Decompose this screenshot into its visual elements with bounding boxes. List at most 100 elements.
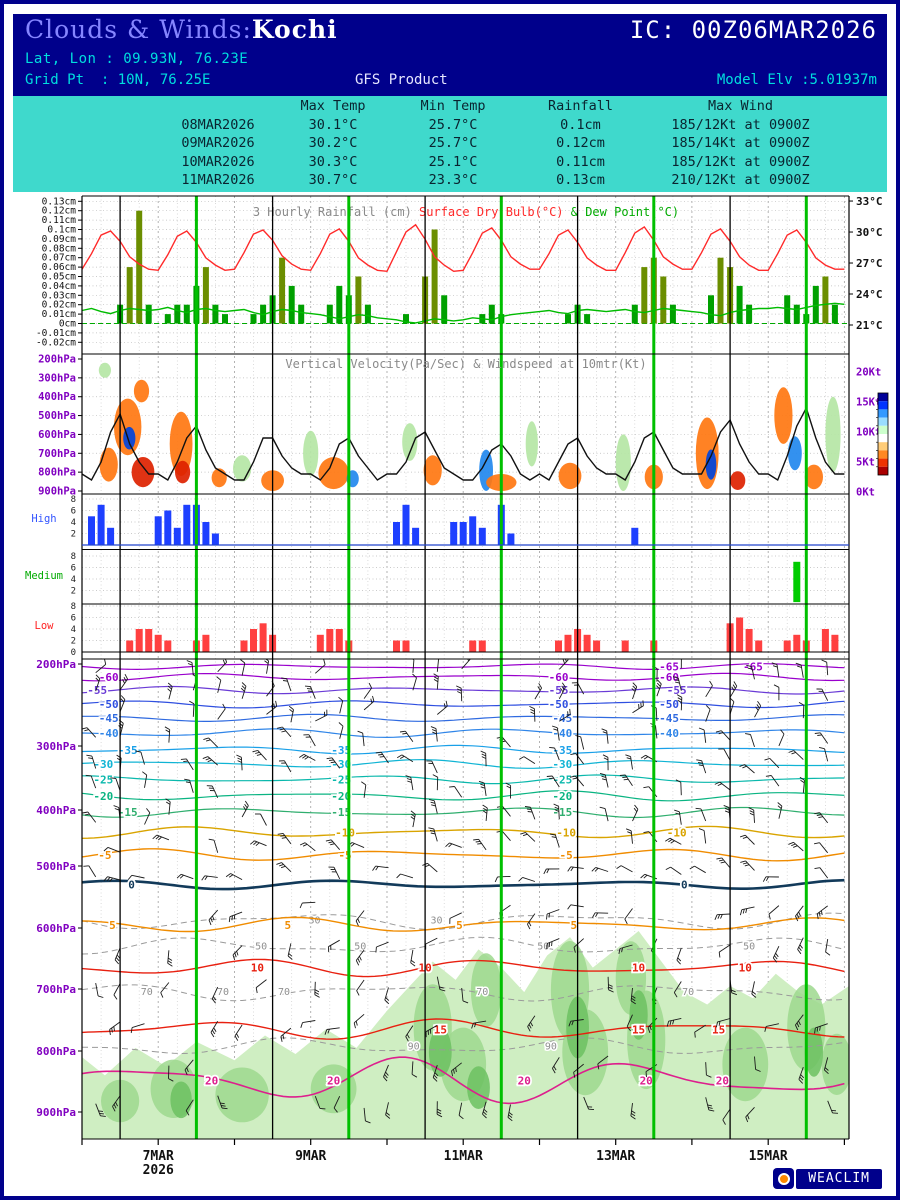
header-title-row: Clouds & Winds:Kochi IC: 00Z06MAR2026 [25, 15, 877, 51]
temp-contour-label: -45 [99, 712, 119, 725]
cloud-panel-label: High [31, 513, 56, 525]
rh-contour-label: 50 [255, 941, 267, 952]
table-cell: 25.1°C [428, 153, 478, 170]
x-axis-day-label: 13MAR [596, 1149, 635, 1164]
temp-contour-label: 0 [681, 879, 688, 892]
temp-contour-label: -50 [659, 698, 679, 711]
temp-contour-label: -15 [331, 806, 351, 819]
rain-axis-tick: 0.07cm [42, 253, 77, 264]
pressure-axis-tick: 200hPa [38, 354, 76, 366]
rh-contour-label: 70 [682, 987, 694, 998]
table-row: 08MAR2026 30.1°C 25.7°C 0.1cm 185/12Kt at 09… [13, 116, 887, 135]
page-title: Clouds & Winds:Kochi [25, 15, 338, 44]
temp-contour-label: -45 [659, 712, 679, 725]
rain-axis-tick: -0.02cm [36, 337, 76, 348]
pressure-axis-tick: 700hPa [36, 983, 76, 996]
weaclim-logo-icon [773, 1168, 795, 1189]
svg-text:4: 4 [71, 518, 76, 528]
svg-text:2: 2 [71, 587, 76, 597]
temp-contour-label: -30 [331, 758, 351, 771]
pressure-axis-tick: 500hPa [38, 410, 76, 422]
table-row: 11MAR2026 30.7°C 23.3°C 0.13cm 210/12Kt at 0… [13, 171, 887, 190]
temp-contour-label: 15 [434, 1023, 447, 1036]
rh-contour-label: 50 [537, 941, 549, 952]
svg-text:8: 8 [71, 602, 76, 612]
table-cell: 0.11cm [556, 153, 605, 170]
rh-contour-label: 30 [431, 916, 443, 927]
table-cell: 25.7°C [428, 135, 478, 152]
table-header-row: Max Temp Min Temp Rainfall Max Wind [13, 97, 887, 116]
table-cell: 30.7°C [308, 172, 358, 189]
footer-brand: WEACLIM [773, 1168, 882, 1189]
rh-contour-label: 90 [408, 1042, 420, 1053]
temp-axis-tick: 33°C [856, 195, 883, 208]
temp-contour-label: 20 [327, 1074, 340, 1087]
pressure-axis-tick: 200hPa [36, 658, 76, 671]
svg-text:6: 6 [71, 614, 76, 624]
temp-contour-label: 15 [712, 1023, 725, 1036]
header: Clouds & Winds:Kochi IC: 00Z06MAR2026 La… [13, 14, 887, 96]
panel1-title: 3 Hourly Rainfall (cm) Surface Dry Bulb(… [253, 205, 679, 219]
forecast-table: Max Temp Min Temp Rainfall Max Wind 08MAR20… [13, 96, 887, 192]
cloud-panel-label: Low [35, 620, 55, 632]
rain-axis-tick: 0.02cm [42, 300, 77, 311]
temp-contour-label: 20 [205, 1074, 218, 1087]
header-meta-row: Grid Pt : 10N, 76.25E GFS Product Model … [25, 72, 877, 93]
table-cell: 09MAR2026 [181, 135, 255, 152]
temp-axis-tick: 24°C [856, 288, 883, 301]
rain-axis-tick: 0.04cm [42, 281, 77, 292]
panel-vertical-velocity [82, 362, 845, 492]
rain-axis-tick: 0.11cm [42, 215, 77, 226]
pressure-axis-tick: 900hPa [36, 1106, 76, 1119]
initial-condition-label: IC: 00Z06MAR2026 [629, 16, 877, 44]
rh-contour-label: 70 [476, 987, 488, 998]
temp-contour-label: -25 [93, 773, 113, 786]
svg-text:8: 8 [71, 552, 76, 562]
rh-contour-label: 90 [545, 1042, 557, 1053]
table-cell: 185/12Kt at 0900Z [671, 116, 810, 133]
svg-text:4: 4 [71, 575, 76, 585]
temp-contour-label: -25 [552, 773, 572, 786]
svg-text:4: 4 [71, 625, 76, 635]
rain-axis-tick: 0.13cm [42, 196, 77, 207]
temp-contour-label: 10 [251, 962, 264, 975]
temp-contour-label: 10 [739, 962, 752, 975]
temp-contour-label: -30 [552, 758, 572, 771]
table-column-header: Max Temp [300, 98, 366, 114]
table-cell: 30.2°C [308, 135, 358, 152]
pressure-axis-tick: 800hPa [38, 467, 76, 479]
temp-contour-label: 5 [109, 919, 116, 932]
day-lines [119, 196, 808, 1139]
temp-contour-label: -30 [93, 758, 113, 771]
pressure-axis-tick: 400hPa [38, 391, 76, 403]
windspeed-axis-tick: 5Kt [856, 457, 875, 469]
temp-contour-label: -35 [552, 744, 572, 757]
pressure-axis-tick: 300hPa [36, 740, 76, 753]
table-cell: 30.3°C [308, 153, 358, 170]
x-axis-day-label: 15MAR [749, 1149, 788, 1164]
title-prefix: Clouds & Winds: [25, 15, 252, 44]
table-cell: 0.13cm [556, 172, 605, 189]
temp-contour-label: -50 [549, 698, 569, 711]
temp-contour-label: -15 [118, 806, 138, 819]
temp-contour-label: -35 [331, 744, 351, 757]
svg-text:0: 0 [71, 648, 76, 658]
brand-label: WEACLIM [796, 1168, 882, 1189]
pressure-axis-tick: 600hPa [36, 922, 76, 935]
grid-point-label: Grid Pt : 10N, 76.25E [25, 72, 211, 88]
panel2-title: Vertical Velocity(Pa/Sec) & Windspeed at… [285, 357, 646, 371]
svg-text:6: 6 [71, 507, 76, 517]
temp-contour-label: 20 [716, 1074, 729, 1087]
rain-axis-tick: 0.1cm [47, 225, 76, 236]
pressure-axis-tick: 700hPa [38, 448, 76, 460]
table-cell: 185/12Kt at 0900Z [671, 153, 810, 170]
table-cell: 185/14Kt at 0900Z [671, 135, 810, 152]
table-column-header [13, 97, 153, 116]
rh-contour-label: 70 [278, 987, 290, 998]
pressure-axis-tick: 400hPa [36, 804, 76, 817]
rain-axis-tick: 0.06cm [42, 262, 77, 273]
temp-contour-label: -35 [118, 744, 138, 757]
